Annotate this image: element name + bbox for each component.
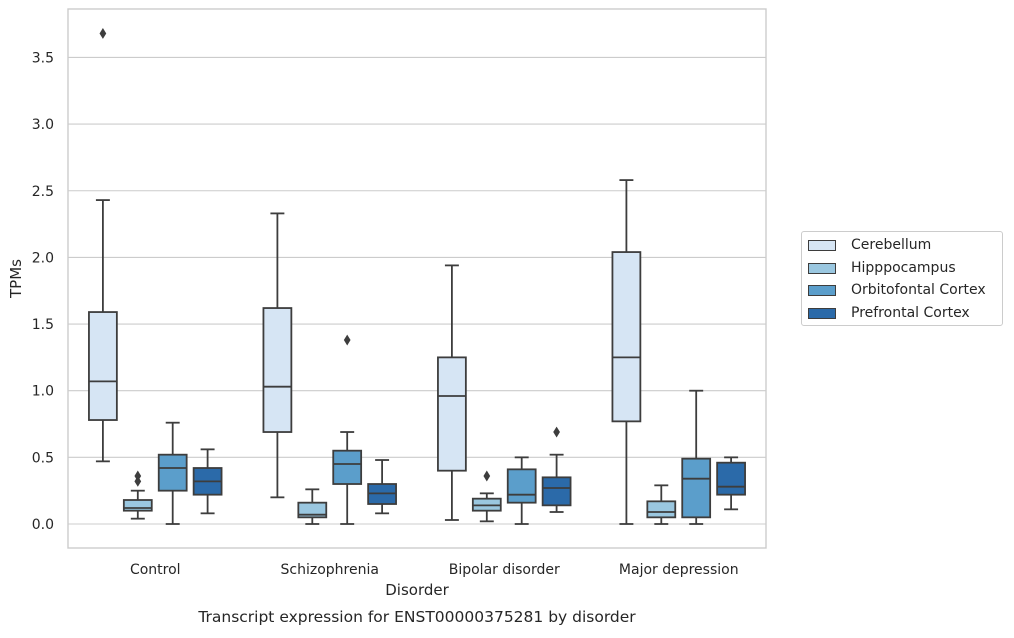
legend-label-orbitofrontal: Orbitofontal Cortex [851,282,986,298]
legend-label-cerebellum: Cerebellum [851,237,932,253]
box [122,499,153,512]
box [437,356,467,472]
outlier-marker [134,470,142,482]
legend-label-hippocampus: Hipppocampus [851,260,956,276]
x-tick-label: Control [130,562,181,578]
x-tick-label: Bipolar disorder [449,562,560,578]
y-axis-label: TPMs [7,259,25,299]
box [646,500,677,519]
outlier-marker [553,426,560,438]
box [157,453,188,492]
legend-item-cerebellum: Cerebellum [808,235,931,255]
y-tick-label: 3.5 [32,50,54,66]
outlier-marker [343,334,351,346]
box [611,251,642,423]
x-tick-label: Major depression [619,562,739,578]
outlier-marker [99,27,107,39]
y-tick-label: 1.5 [32,317,54,333]
legend-item-orbitofrontal: Orbitofontal Cortex [808,280,986,300]
legend-swatch-orbitofrontal [808,284,836,296]
x-axis-label: Disorder [385,581,449,599]
chart-title: Transcript expression for ENST0000037528… [197,608,636,626]
box [332,449,363,485]
box [262,307,293,433]
legend-item-hippocampus: Hipppocampus [808,258,956,278]
box [297,501,328,519]
y-tick-label: 2.0 [32,250,54,266]
legend-item-prefrontal: Prefrontal Cortex [808,303,970,323]
legend: Cerebellum Hipppocampus Orbitofontal Cor… [801,231,1003,326]
box [88,311,118,421]
outlier-marker [483,470,491,482]
y-tick-label: 2.5 [32,184,54,200]
box [716,461,746,496]
plot-frame [67,8,767,549]
y-tick-label: 0.5 [32,450,54,466]
y-tick-label: 0.0 [32,517,54,533]
legend-swatch-hippocampus [808,262,836,274]
legend-label-prefrontal: Prefrontal Cortex [851,305,970,321]
box [541,476,572,507]
legend-swatch-prefrontal [808,307,836,319]
legend-swatch-cerebellum [808,239,836,251]
y-tick-label: 1.0 [32,384,54,400]
box [506,468,537,504]
box [681,457,712,519]
y-tick-label: 3.0 [32,117,54,133]
x-tick-label: Schizophrenia [281,562,379,578]
